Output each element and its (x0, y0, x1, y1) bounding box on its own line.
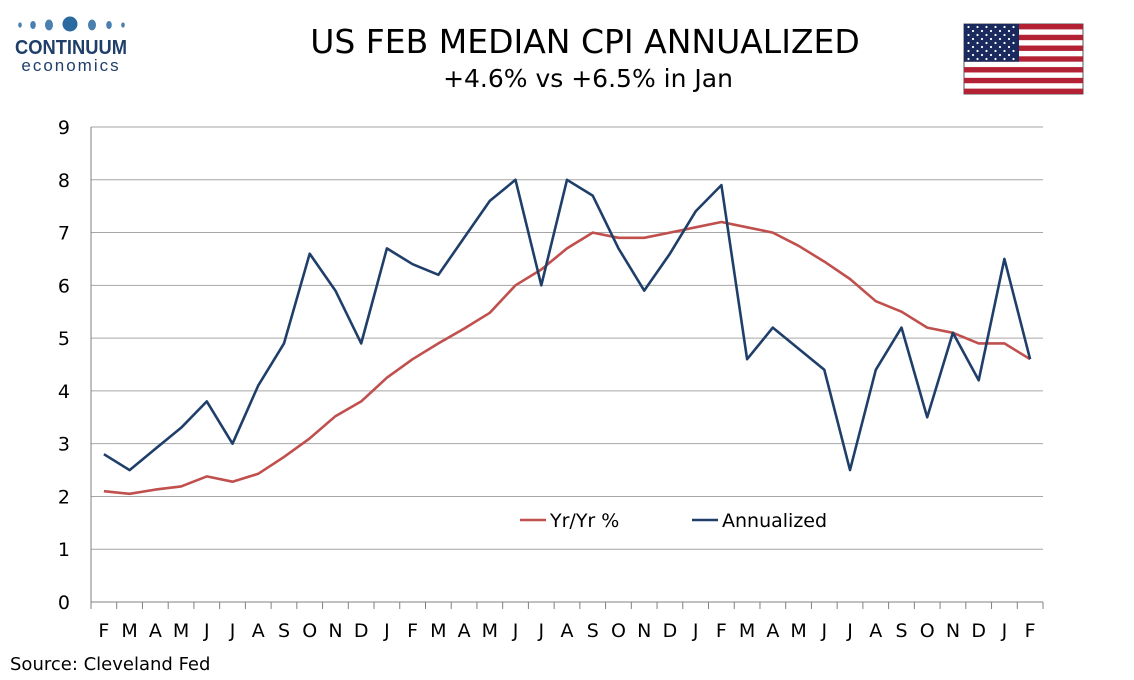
x-tick-label: D (354, 620, 369, 642)
y-tick-label: 3 (58, 434, 70, 456)
legend: Yr/Yr % Annualized (520, 510, 827, 532)
x-tick-label: A (458, 620, 471, 642)
x-tick-label: F (407, 620, 418, 642)
x-tick-label: D (663, 620, 678, 642)
series-lines (103, 178, 1032, 496)
logo: CONTINUUM economics (15, 16, 127, 75)
x-tick-label: J (383, 620, 390, 642)
x-tick-label: J (537, 620, 544, 642)
y-tick-label: 1 (58, 539, 70, 561)
series-line-annualized (103, 178, 1032, 472)
chart-title: US FEB MEDIAN CPI ANNUALIZED (310, 22, 860, 61)
source-note: Source: Cleveland Fed (10, 654, 210, 675)
x-tick-label: A (869, 620, 882, 642)
y-tick-label: 9 (58, 117, 70, 139)
x-tick-label: M (482, 620, 498, 642)
y-tick-label: 4 (58, 381, 70, 403)
logo-line2: economics (21, 56, 120, 75)
x-tick-label: M (173, 620, 189, 642)
y-axis-ticks: 0 1 2 3 4 5 6 7 8 9 (58, 117, 70, 614)
x-tick-label: A (561, 620, 574, 642)
x-tick-label: F (1025, 620, 1036, 642)
x-tick-label: N (946, 620, 960, 642)
y-tick-label: 2 (58, 486, 70, 508)
logo-dots-icon (18, 16, 125, 32)
logo-line1: CONTINUUM (15, 37, 127, 59)
series-line-yr-yr (103, 220, 1031, 496)
x-tick-label: F (716, 620, 727, 642)
y-tick-label: 7 (58, 223, 70, 245)
x-tick-label: J (846, 620, 853, 642)
y-tick-label: 0 (58, 592, 70, 614)
x-tick-label: M (121, 620, 137, 642)
y-tick-label: 6 (58, 275, 70, 297)
legend-label: Annualized (722, 510, 827, 532)
x-tick-label: J (512, 620, 519, 642)
x-tick-label: J (229, 620, 236, 642)
x-tick-label: J (1001, 620, 1008, 642)
x-tick-label: S (587, 620, 599, 642)
x-tick-label: D (971, 620, 986, 642)
x-tick-label: F (98, 620, 109, 642)
x-tick-label: J (203, 620, 210, 642)
x-tick-label: O (920, 620, 935, 642)
x-tick-label: A (252, 620, 265, 642)
x-tick-label: N (637, 620, 651, 642)
x-tick-label: O (611, 620, 626, 642)
x-tick-label: M (430, 620, 446, 642)
x-tick-label: M (790, 620, 806, 642)
x-tick-label: S (895, 620, 907, 642)
x-tick-label: O (302, 620, 317, 642)
x-tick-label: A (766, 620, 779, 642)
y-tick-label: 5 (58, 328, 70, 350)
chart-subtitle: +4.6% vs +6.5% in Jan (443, 64, 733, 93)
x-tick-label: J (820, 620, 827, 642)
x-tick-label: A (149, 620, 162, 642)
x-tick-label: M (739, 620, 755, 642)
legend-label: Yr/Yr % (549, 510, 619, 532)
us-flag-icon (963, 23, 1084, 95)
grid (91, 126, 1043, 550)
axes (90, 127, 1044, 609)
x-tick-label: N (328, 620, 342, 642)
x-tick-label: S (278, 620, 290, 642)
x-tick-label: J (692, 620, 699, 642)
y-tick-label: 8 (58, 170, 70, 192)
